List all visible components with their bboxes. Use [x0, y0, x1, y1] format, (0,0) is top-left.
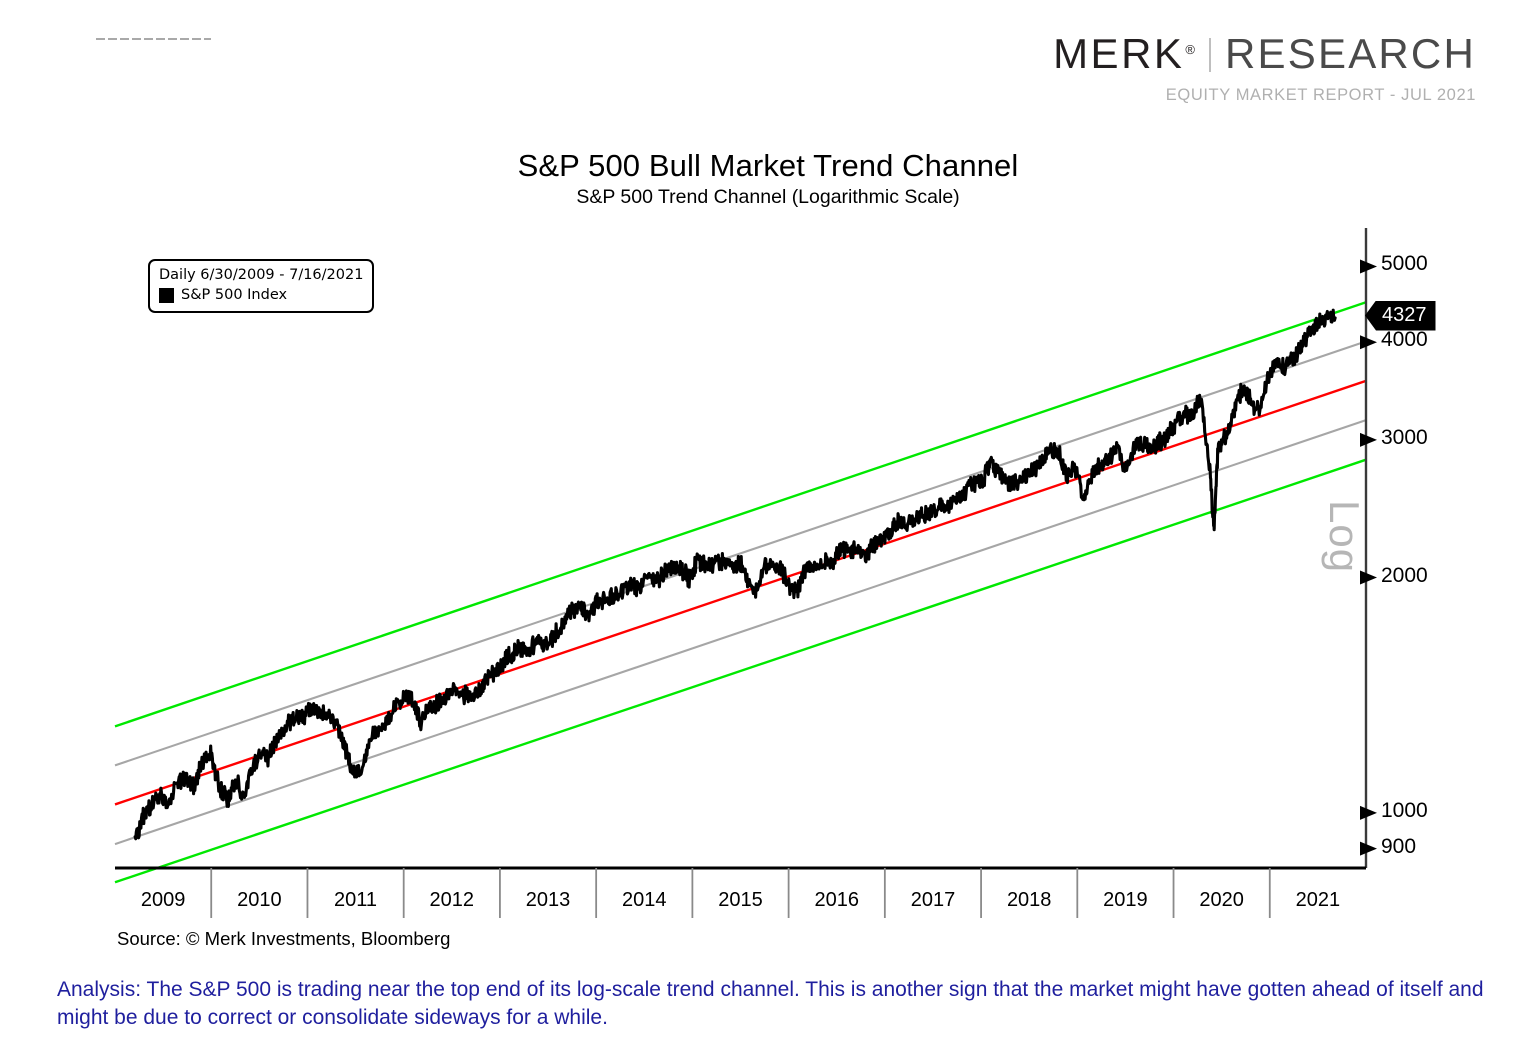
- x-tick-label: 2015: [718, 889, 763, 911]
- chart-subtitle: S&P 500 Trend Channel (Logarithmic Scale…: [576, 186, 960, 208]
- y-tick-label: 4000: [1381, 328, 1428, 352]
- lower-outer-band: [114, 458, 1367, 884]
- y-tick-marker: [1360, 432, 1377, 447]
- chart-axes: [115, 228, 1368, 870]
- y-tick-label: 3000: [1381, 425, 1428, 449]
- chart-title: S&P 500 Bull Market Trend Channel: [517, 148, 1019, 183]
- y-tick-label: 900: [1381, 834, 1417, 858]
- brand-divider: [1209, 38, 1212, 72]
- x-tick-label: 2017: [910, 889, 956, 911]
- x-tick-label: 2021: [1295, 889, 1341, 911]
- x-tick-label: 2013: [525, 889, 571, 911]
- y-tick-marker: [1360, 335, 1377, 350]
- analysis-note: Analysis: The S&P 500 is trading near th…: [57, 978, 1484, 1029]
- brand-division: RESEARCH: [1225, 30, 1476, 77]
- upper-outer-band: [114, 301, 1367, 728]
- lower-inner-band: [114, 419, 1367, 846]
- registered-mark-icon: ®: [1185, 42, 1196, 57]
- x-tick-label: 2016: [814, 889, 859, 911]
- y-tick-label: 1000: [1381, 798, 1428, 822]
- report-subtitle: EQUITY MARKET REPORT - JUL 2021: [1165, 86, 1476, 104]
- x-tick-label: 2019: [1103, 889, 1148, 911]
- y-tick-label: 2000: [1381, 563, 1428, 587]
- x-tick-label: 2012: [429, 889, 475, 911]
- chart-legend: Daily 6/30/2009 - 7/16/2021 S&P 500 Inde…: [148, 259, 375, 314]
- upper-inner-band: [114, 340, 1367, 767]
- legend-series-label: S&P 500 Index: [181, 286, 288, 303]
- legend-series-row: S&P 500 Index: [159, 286, 363, 306]
- trend-channel-lines: [114, 301, 1367, 884]
- legend-swatch-icon: [159, 287, 174, 303]
- y-axis-scale-watermark: Log: [1321, 500, 1368, 574]
- last-value-flag: 4327: [1365, 300, 1436, 331]
- y-tick-marker: [1360, 259, 1377, 274]
- y-tick-marker: [1360, 841, 1377, 856]
- x-tick-label: 2018: [1006, 889, 1052, 911]
- brand-header: MERK ® RESEARCH EQUITY MARKET REPORT - JU…: [1053, 30, 1476, 105]
- x-tick-label: 2009: [140, 889, 186, 911]
- y-tick-marker: [1360, 805, 1377, 820]
- y-tick-label: 5000: [1381, 252, 1428, 276]
- sp500-series-line: [133, 308, 1337, 841]
- source-note: Source: © Merk Investments, Bloomberg: [117, 928, 451, 949]
- legend-date-range: Daily 6/30/2009 - 7/16/2021: [159, 267, 364, 283]
- center-trend-line: [114, 379, 1367, 806]
- brand-title-row: MERK ® RESEARCH: [1053, 30, 1476, 78]
- x-tick-label: 2010: [237, 889, 282, 911]
- top-left-dashed-artifact: [96, 38, 211, 40]
- x-tick-label: 2011: [334, 889, 378, 911]
- x-tick-label: 2014: [622, 889, 667, 911]
- brand-name: MERK: [1053, 30, 1185, 77]
- x-tick-label: 2020: [1199, 889, 1244, 911]
